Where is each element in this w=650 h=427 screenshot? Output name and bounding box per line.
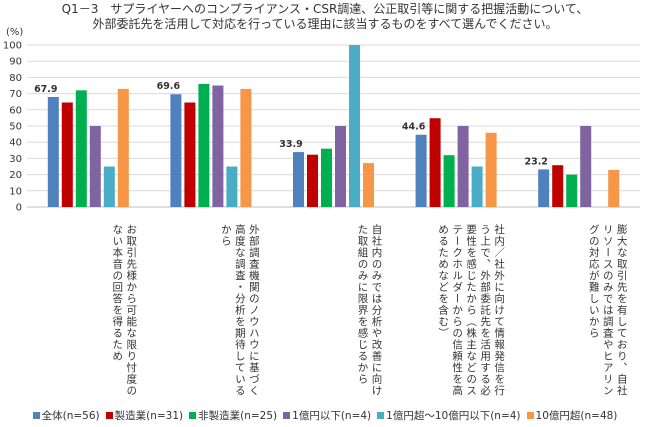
y-tick-label: 100 — [3, 41, 22, 52]
bar — [307, 154, 318, 207]
y-tick-label: 40 — [9, 138, 22, 149]
legend-swatch — [105, 412, 113, 419]
y-tick-label: 0 — [16, 203, 22, 214]
bar — [608, 169, 620, 207]
bar — [117, 88, 129, 207]
category-label: 社内／社外に向けて情報発信を行 う上で、外部委託先を活用する必 要性を感じたから… — [437, 223, 506, 397]
bar — [415, 134, 427, 207]
data-label: 67.9 — [34, 84, 57, 95]
y-tick-label: 60 — [9, 105, 22, 116]
bar — [198, 83, 210, 207]
legend-swatch — [377, 412, 385, 419]
data-label: 44.6 — [402, 122, 426, 133]
y-tick-label: 20 — [9, 170, 22, 181]
bar — [538, 169, 550, 207]
legend-item: 10億円超(n=48) — [526, 408, 618, 423]
category-label: 自社内のみでは分析や改善に向け た取組のみに限界を感じるから — [356, 223, 383, 397]
chart-title-line-1: Q1－3 サプライヤーへのコンプライアンス・CSR調達、公正取引等に関する把握活… — [61, 2, 589, 16]
bar — [443, 155, 455, 207]
bar — [580, 126, 592, 207]
bar — [335, 126, 346, 207]
legend-swatch — [189, 412, 197, 419]
chart-title-line-2: 外部委託先を活用して対応を行っている理由に該当するものをすべて選んでください。 — [92, 17, 558, 31]
legend-label: 非製造業(n=25) — [198, 410, 278, 422]
bar — [321, 148, 332, 207]
bar — [471, 166, 483, 207]
category-label: お取引先様から可能な限り忖度の ない本音の回答を得るため — [111, 223, 138, 397]
bar — [103, 166, 115, 207]
bar — [89, 126, 101, 207]
legend-item: 1億円超～10億円以下(n=4) — [377, 408, 521, 423]
bar — [349, 45, 360, 207]
bar — [170, 94, 182, 207]
y-tick-label: 30 — [9, 154, 22, 165]
y-axis-unit-label: (%) — [6, 27, 23, 38]
y-tick-label: 10 — [9, 186, 22, 197]
legend: 全体(n=56) 製造業(n=31) 非製造業(n=25) 1億円以下(n=4) 1億円… — [0, 408, 650, 423]
bar — [61, 102, 73, 207]
bar — [566, 174, 578, 207]
legend-label: 製造業(n=31) — [114, 410, 184, 422]
legend-item: 製造業(n=31) — [105, 408, 184, 423]
legend-item: 非製造業(n=25) — [189, 408, 277, 423]
bar — [363, 163, 374, 207]
y-tick-label: 80 — [9, 73, 22, 84]
legend-label: 1億円以下(n=4) — [292, 410, 372, 422]
legend-item: 全体(n=56) — [32, 408, 100, 423]
category-label: 膨大な取引先を有しており、自社 リソースのみでは調査やヒアリン グの対応が難しい… — [587, 223, 628, 397]
bar — [457, 126, 469, 207]
y-tick-label: 50 — [9, 122, 22, 133]
legend-swatch — [526, 412, 534, 419]
legend-item: 1億円以下(n=4) — [283, 408, 371, 423]
y-tick-label: 90 — [9, 57, 22, 68]
data-label: 33.9 — [279, 139, 302, 150]
data-label: 23.2 — [524, 156, 547, 167]
bar — [184, 102, 196, 207]
y-tick-label: 70 — [9, 89, 22, 100]
legend-label: 全体(n=56) — [41, 410, 100, 422]
legend-label: 1億円超～10億円以下(n=4) — [386, 410, 521, 422]
category-label: 外部調査機関のノウハウに基づく 高度な調査・分析を期待している から — [219, 223, 260, 397]
bar — [47, 97, 59, 207]
bar — [240, 88, 252, 207]
bar — [75, 90, 87, 207]
bar — [226, 166, 238, 207]
bar — [212, 85, 224, 207]
legend-label: 10億円超(n=48) — [535, 410, 618, 422]
legend-swatch — [32, 412, 40, 419]
legend-swatch — [283, 412, 291, 419]
bar — [552, 165, 564, 207]
bar — [293, 152, 304, 207]
bar — [485, 132, 497, 207]
bar — [429, 118, 441, 207]
data-label: 69.6 — [157, 81, 181, 92]
chart-title: Q1－3 サプライヤーへのコンプライアンス・CSR調達、公正取引等に関する把握活… — [0, 2, 650, 32]
